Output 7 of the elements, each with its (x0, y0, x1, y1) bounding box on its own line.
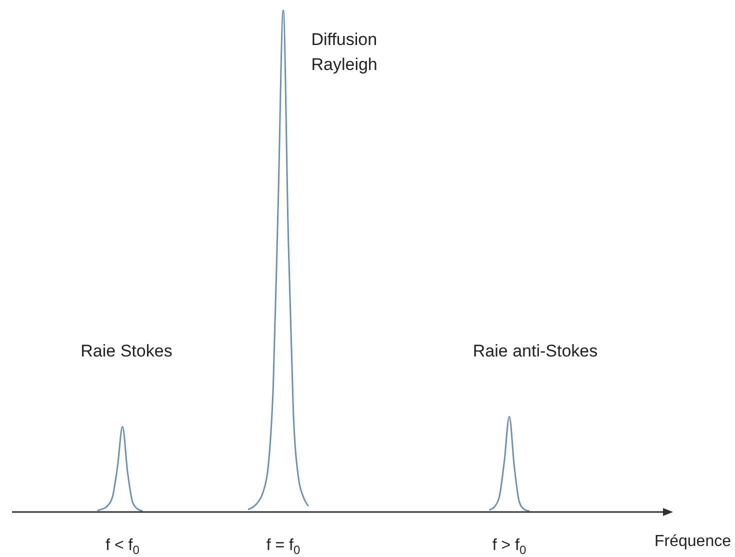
annotation: Raie anti-Stokes (472, 341, 598, 360)
x-tick-label: f > f$_{0}$ (492, 537, 527, 557)
annotation: Raie Stokes (80, 341, 172, 360)
x-tick-label: f = f$_{0}$ (266, 537, 300, 557)
annotation: Diffusion Rayleigh (311, 30, 378, 74)
x-tick-label: f < f$_{0}$ (106, 537, 140, 557)
x-axis-title: Fréquence (654, 533, 732, 550)
